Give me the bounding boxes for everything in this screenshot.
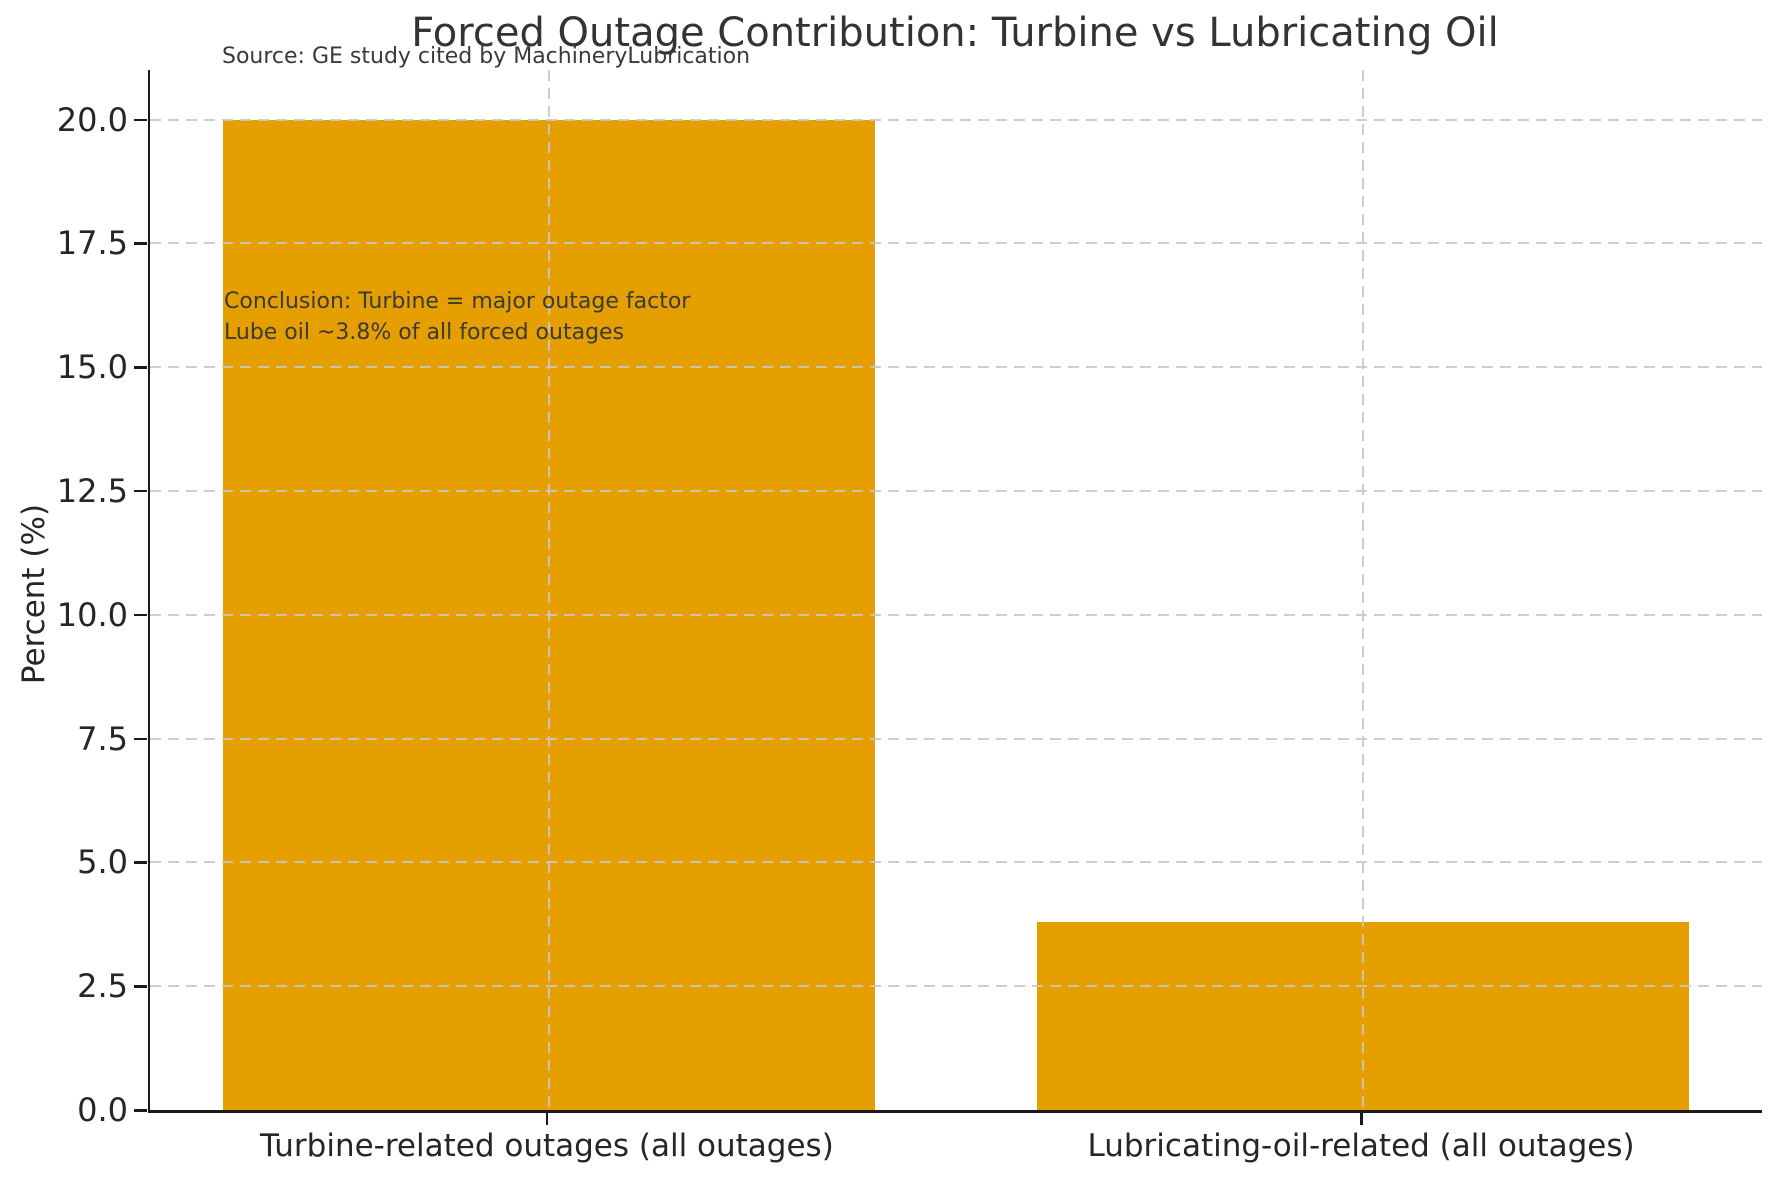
h-gridline bbox=[150, 489, 1762, 492]
annotation: Conclusion: Turbine = major outage facto… bbox=[224, 286, 690, 348]
y-tick-mark bbox=[134, 613, 147, 617]
v-gridline bbox=[547, 70, 550, 1110]
y-tick-mark bbox=[134, 1109, 147, 1112]
y-tick-label: 12.5 bbox=[56, 471, 128, 510]
y-tick-mark bbox=[134, 366, 147, 369]
h-gridline bbox=[150, 118, 1762, 121]
y-tick-label: 10.0 bbox=[56, 595, 128, 634]
chart-title: Forced Outage Contribution: Turbine vs L… bbox=[411, 10, 1499, 56]
annotation-line-2: Lube oil ~3.8% of all forced outages bbox=[224, 320, 625, 345]
h-gridline bbox=[150, 242, 1762, 245]
x-tick-mark bbox=[1360, 1113, 1363, 1125]
h-gridline bbox=[150, 861, 1762, 864]
h-gridline bbox=[150, 737, 1762, 740]
x-tick-label: Turbine-related outages (all outages) bbox=[260, 1128, 834, 1164]
y-tick-label: 0.0 bbox=[77, 1091, 128, 1129]
plot-area: Conclusion: Turbine = major outage facto… bbox=[148, 70, 1762, 1113]
v-gridline bbox=[1362, 70, 1365, 1110]
chart-subtitle: Source: GE study cited by MachineryLubri… bbox=[222, 44, 751, 69]
h-gridline bbox=[150, 985, 1762, 988]
y-tick-mark bbox=[134, 861, 147, 864]
y-tick-mark bbox=[134, 489, 147, 493]
h-gridline bbox=[150, 366, 1762, 369]
y-tick-mark bbox=[134, 242, 147, 245]
y-tick-label: 17.5 bbox=[56, 224, 128, 263]
y-tick-mark bbox=[134, 118, 147, 122]
y-tick-label: 5.0 bbox=[77, 843, 128, 882]
y-tick-label: 20.0 bbox=[56, 100, 128, 139]
y-tick-mark bbox=[134, 985, 147, 988]
y-tick-label: 15.0 bbox=[56, 348, 128, 387]
x-tick-mark bbox=[545, 1113, 549, 1125]
h-gridline bbox=[150, 613, 1762, 616]
y-tick-label: 2.5 bbox=[77, 967, 128, 1006]
x-tick-label: Lubricating-oil-related (all outages) bbox=[1087, 1128, 1635, 1164]
annotation-line-1: Conclusion: Turbine = major outage facto… bbox=[224, 289, 691, 314]
y-tick-label: 7.5 bbox=[77, 719, 128, 758]
y-tick-mark bbox=[134, 737, 147, 741]
